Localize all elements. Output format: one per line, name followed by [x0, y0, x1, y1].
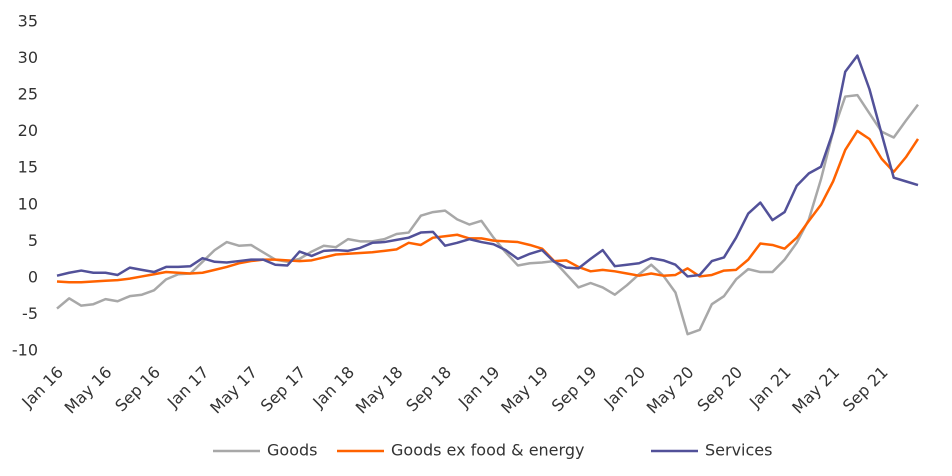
- y-tick-label: 20: [18, 121, 38, 140]
- x-tick-label: May 17: [206, 363, 261, 418]
- x-tick-label: Sep 17: [257, 363, 310, 416]
- x-tick-label: May 21: [788, 363, 843, 418]
- series-line: [56, 93, 919, 336]
- y-tick-label: 0: [28, 267, 38, 286]
- x-tick-label: Sep 21: [839, 363, 892, 416]
- x-tick-label: Jan 18: [308, 363, 358, 413]
- x-tick-label: May 18: [352, 363, 407, 418]
- y-tick-label: 25: [18, 85, 38, 104]
- x-tick-label: Jan 21: [745, 363, 795, 413]
- legend-label: Goods ex food & energy: [391, 441, 584, 460]
- x-tick-label: Sep 20: [693, 363, 746, 416]
- y-tick-label: -10: [12, 341, 38, 360]
- series-line: [56, 54, 919, 278]
- series-line: [56, 129, 920, 284]
- legend-label: Goods: [267, 441, 317, 460]
- x-tick-label: Sep 19: [548, 363, 601, 416]
- x-tick-label: May 20: [643, 363, 698, 418]
- y-tick-label: -5: [22, 304, 38, 323]
- x-tick-label: May 19: [497, 363, 552, 418]
- x-tick-label: Jan 17: [163, 363, 213, 413]
- y-tick-label: 15: [18, 158, 38, 177]
- y-tick-label: 10: [18, 194, 38, 213]
- x-tick-label: Sep 16: [111, 363, 164, 416]
- x-tick-label: Sep 18: [402, 363, 455, 416]
- x-tick-label: May 16: [61, 363, 116, 418]
- x-tick-label: Jan 19: [454, 363, 504, 413]
- y-tick-label: 30: [18, 48, 38, 67]
- y-tick-label: 5: [28, 231, 38, 250]
- x-tick-label: Jan 20: [600, 363, 650, 413]
- x-tick-label: Jan 16: [17, 363, 67, 413]
- legend-label: Services: [705, 441, 772, 460]
- y-tick-label: 35: [18, 12, 38, 31]
